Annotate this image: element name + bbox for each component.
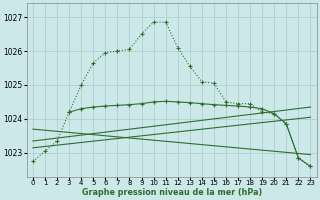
- X-axis label: Graphe pression niveau de la mer (hPa): Graphe pression niveau de la mer (hPa): [82, 188, 262, 197]
